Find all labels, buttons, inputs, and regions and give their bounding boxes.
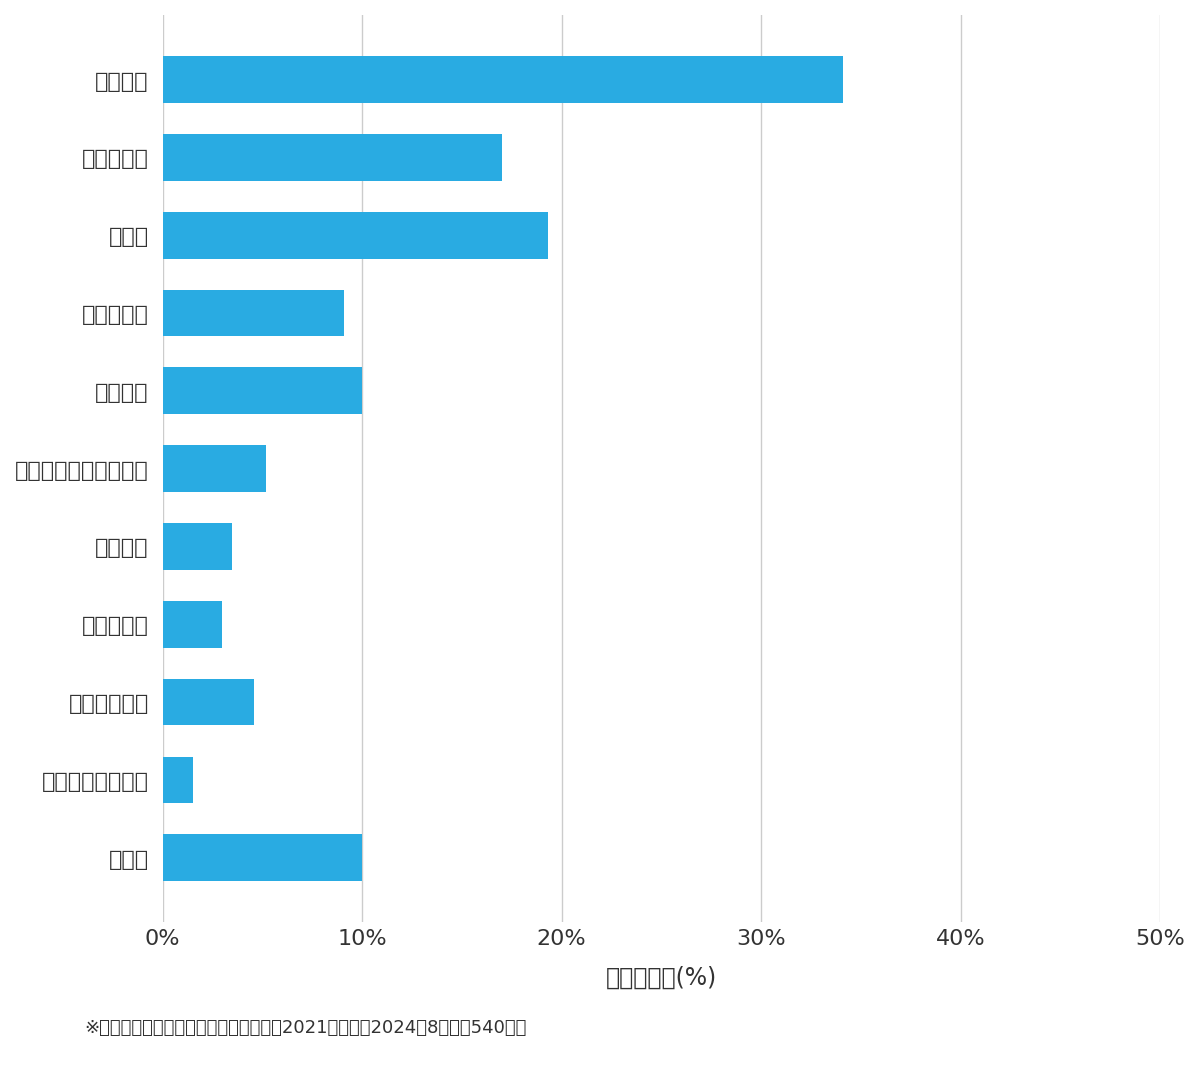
Bar (163, 834, 362, 881)
Text: ※弊社受付の案件を対象に集計（期間：2021年１月～2024年8月、計540件）: ※弊社受付の案件を対象に集計（期間：2021年１月～2024年8月、計540件） (84, 1019, 527, 1037)
Bar (163, 368, 362, 414)
Bar (163, 134, 502, 181)
Bar (163, 212, 547, 259)
Bar (163, 679, 254, 726)
Bar (163, 523, 233, 570)
Bar (163, 757, 192, 803)
Bar (163, 446, 266, 492)
X-axis label: 件数の割合(%): 件数の割合(%) (606, 966, 718, 990)
Bar (163, 290, 344, 337)
Bar (163, 601, 222, 648)
Bar (163, 57, 842, 103)
